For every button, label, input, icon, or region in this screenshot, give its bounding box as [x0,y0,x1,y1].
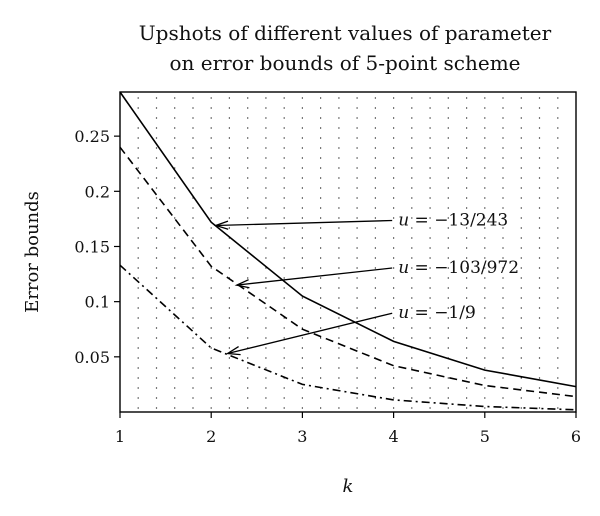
annotation-arrow-2 [227,312,393,355]
y-tick-label-2: 0.15 [74,237,110,256]
annotation-arrow-1 [236,267,393,286]
y-tick-label-3: 0.2 [85,182,110,201]
annotation-arrowhead-2 [225,346,241,356]
annotations: u = −13/243 u = −103/972 u = −1/9 [213,211,519,356]
series-line-0 [119,91,577,388]
y-tick-label-1: 0.1 [85,293,110,312]
plot-frame [119,91,577,413]
grid-dots [137,97,559,409]
x-tick-label-0: 1 [115,427,125,446]
y-axis-ticks: 0.05 0.1 0.15 0.2 0.25 [74,127,120,367]
annotation-label-1: u = −103/972 [398,258,519,278]
annotation-arrowhead-0 [213,220,229,230]
annotation-label-0: u = −13/243 [398,211,508,231]
series-line-2 [119,264,577,411]
y-tick-label-0: 0.05 [74,348,110,367]
chart-title: Upshots of different values of parameter [139,21,552,45]
y-axis-label: Error bounds [22,191,43,313]
series-lines [119,91,577,411]
chart-subtitle: on error bounds of 5-point scheme [169,51,520,75]
annotation-label-2: u = −1/9 [398,303,476,323]
x-tick-label-5: 6 [571,427,581,446]
x-tick-label-1: 2 [206,427,216,446]
y-tick-label-4: 0.25 [74,127,110,146]
annotation-arrow-0 [215,219,393,227]
x-tick-label-3: 4 [389,427,399,446]
x-tick-label-4: 5 [480,427,490,446]
x-axis-ticks: 1 2 3 4 5 6 [115,412,581,446]
annotation-arrowhead-1 [234,279,250,289]
x-tick-label-2: 3 [297,427,307,446]
x-axis-label: k [343,476,354,497]
